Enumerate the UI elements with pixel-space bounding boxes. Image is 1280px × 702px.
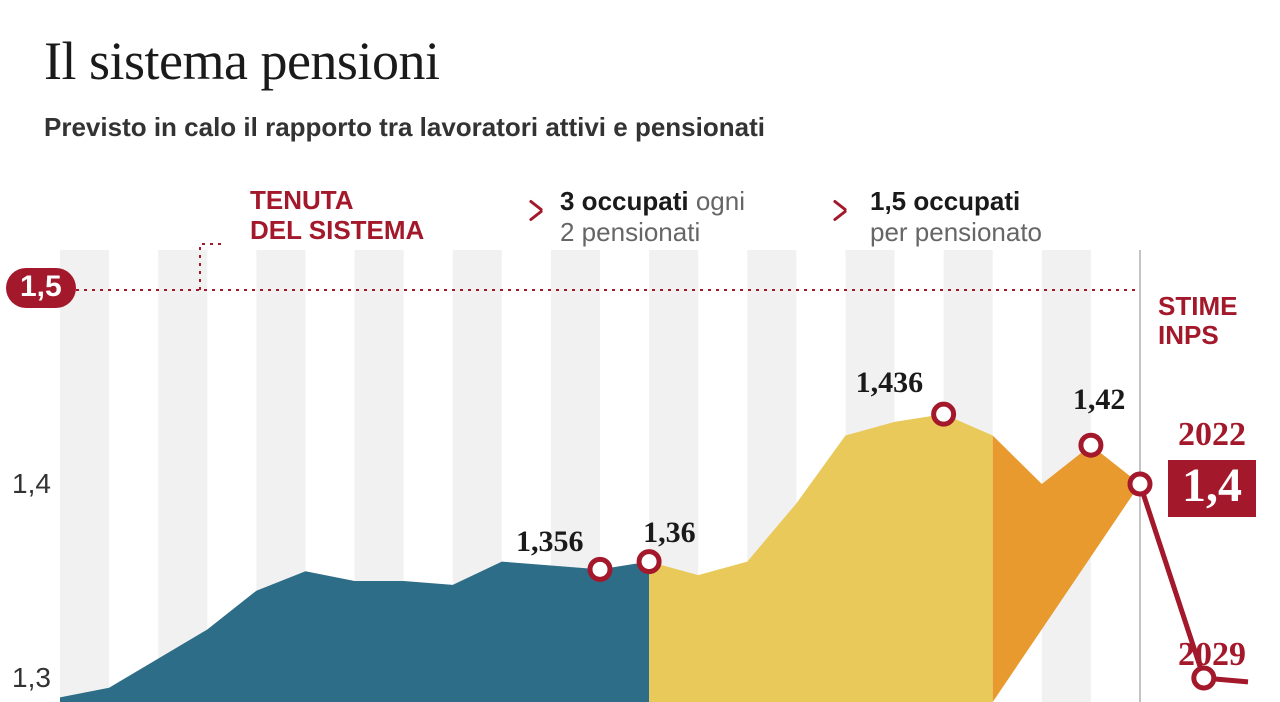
stime-inps-label: STIME INPS (1158, 292, 1237, 349)
chart-svg (0, 0, 1280, 702)
callout-value-2022: 1,4 (1168, 460, 1256, 517)
annotation-3-occupati: 3 occupati ogni 2 pensionati (560, 186, 745, 248)
data-point-label: 1,42 (1073, 383, 1126, 417)
y-tick-label-1-3: 1,3 (12, 662, 51, 694)
annotation-1-5-occupati: 1,5 occupati per pensionato (870, 186, 1042, 248)
data-point-label: 1,436 (856, 366, 924, 400)
data-point-label: 1,356 (516, 525, 584, 559)
chart-canvas: Il sistema pensioni Previsto in calo il … (0, 0, 1280, 702)
callout-year-2022: 2022 (1178, 416, 1246, 454)
y-tick-badge-1-5: 1,5 (6, 268, 76, 308)
annotation-tenuta: TENUTA DEL SISTEMA (250, 186, 424, 246)
y-tick-label-1-4: 1,4 (12, 468, 51, 500)
chevron-right-icon (528, 198, 544, 226)
data-point-label: 1,36 (643, 516, 696, 550)
chevron-right-icon (832, 198, 848, 226)
callout-year-2029: 2029 (1178, 636, 1246, 674)
